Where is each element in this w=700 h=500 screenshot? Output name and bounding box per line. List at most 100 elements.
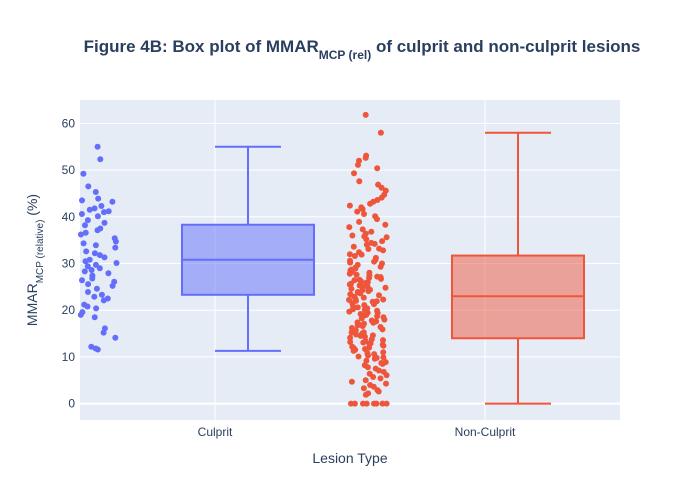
- data-point: [354, 304, 361, 311]
- data-point: [80, 170, 87, 177]
- y-axis-title: MMARMCP (relative) (%): [24, 194, 46, 326]
- data-point: [358, 251, 365, 258]
- data-point: [348, 266, 355, 273]
- data-point: [91, 293, 98, 300]
- data-point: [112, 244, 119, 251]
- data-point: [98, 203, 105, 209]
- data-point: [361, 233, 368, 240]
- data-point: [354, 208, 361, 215]
- data-point: [347, 291, 354, 298]
- data-point: [100, 329, 107, 336]
- data-point: [348, 378, 355, 385]
- data-point: [346, 281, 353, 288]
- data-point: [95, 195, 102, 202]
- data-point: [360, 294, 367, 301]
- data-point: [369, 332, 376, 339]
- data-point: [368, 228, 375, 235]
- data-point: [82, 258, 89, 265]
- data-point: [92, 242, 99, 249]
- data-point: [347, 259, 354, 266]
- data-point: [382, 284, 389, 291]
- data-point: [346, 224, 353, 231]
- data-point: [82, 229, 89, 236]
- data-point: [370, 374, 377, 380]
- data-point: [362, 154, 369, 161]
- data-point: [93, 305, 100, 312]
- data-point: [374, 216, 380, 223]
- y-tick-label: 0: [68, 397, 75, 411]
- data-point: [346, 251, 353, 258]
- data-point: [105, 208, 112, 215]
- data-point: [383, 400, 390, 407]
- data-point: [353, 271, 360, 278]
- data-point: [374, 273, 381, 280]
- y-tick-label: 10: [62, 350, 76, 364]
- data-point: [86, 206, 93, 213]
- data-point: [360, 339, 367, 346]
- data-point: [96, 265, 103, 272]
- data-point: [355, 353, 362, 360]
- data-point: [374, 165, 381, 172]
- data-point: [80, 240, 87, 247]
- data-point: [364, 364, 371, 371]
- data-point: [79, 197, 85, 204]
- y-tick-label: 20: [62, 303, 76, 317]
- data-point: [353, 297, 359, 304]
- data-point: [91, 250, 98, 257]
- data-point: [380, 349, 387, 356]
- data-point: [380, 247, 387, 254]
- data-point: [366, 275, 373, 281]
- data-point: [375, 388, 382, 395]
- y-tick-label: 40: [62, 210, 76, 224]
- data-point: [361, 333, 368, 340]
- data-point: [89, 275, 96, 282]
- data-point: [354, 289, 361, 296]
- data-point: [351, 170, 357, 177]
- chart-title: Figure 4B: Box plot of MMARMCP (rel) of …: [84, 37, 641, 62]
- x-tick-labels: Culprit Non-Culprit: [198, 425, 516, 439]
- data-point: [363, 357, 370, 364]
- data-point: [383, 380, 389, 387]
- data-point: [83, 248, 90, 255]
- data-point: [82, 222, 88, 229]
- data-point: [378, 360, 385, 366]
- data-point: [92, 261, 99, 268]
- data-point: [350, 345, 357, 352]
- data-point: [375, 367, 382, 374]
- data-point: [94, 346, 101, 353]
- data-point: [354, 322, 361, 329]
- data-point: [101, 219, 108, 226]
- data-point: [356, 218, 363, 225]
- data-point: [379, 341, 386, 348]
- data-point: [359, 206, 366, 213]
- data-point: [349, 232, 356, 239]
- data-point: [109, 198, 116, 205]
- data-point: [362, 391, 369, 398]
- data-point: [84, 263, 91, 270]
- data-point: [367, 200, 374, 207]
- data-point: [360, 385, 367, 392]
- data-point: [364, 309, 371, 316]
- data-point: [84, 217, 91, 224]
- data-point: [113, 260, 120, 266]
- data-point: [77, 231, 84, 238]
- data-point: [361, 320, 367, 327]
- data-point: [379, 400, 386, 407]
- data-point: [359, 226, 366, 233]
- data-point: [361, 211, 367, 217]
- data-point: [376, 292, 382, 299]
- trace-culprit: [77, 143, 315, 353]
- data-point: [85, 289, 91, 295]
- y-tick-label: 50: [62, 163, 76, 177]
- data-point: [374, 313, 381, 320]
- data-point: [350, 243, 357, 250]
- trace-non-culprit: [346, 111, 585, 407]
- data-point: [84, 303, 91, 310]
- data-point: [380, 314, 387, 321]
- data-point: [367, 286, 373, 293]
- data-point: [379, 238, 386, 245]
- data-point: [79, 277, 85, 284]
- data-point: [367, 340, 374, 347]
- data-point: [363, 400, 370, 407]
